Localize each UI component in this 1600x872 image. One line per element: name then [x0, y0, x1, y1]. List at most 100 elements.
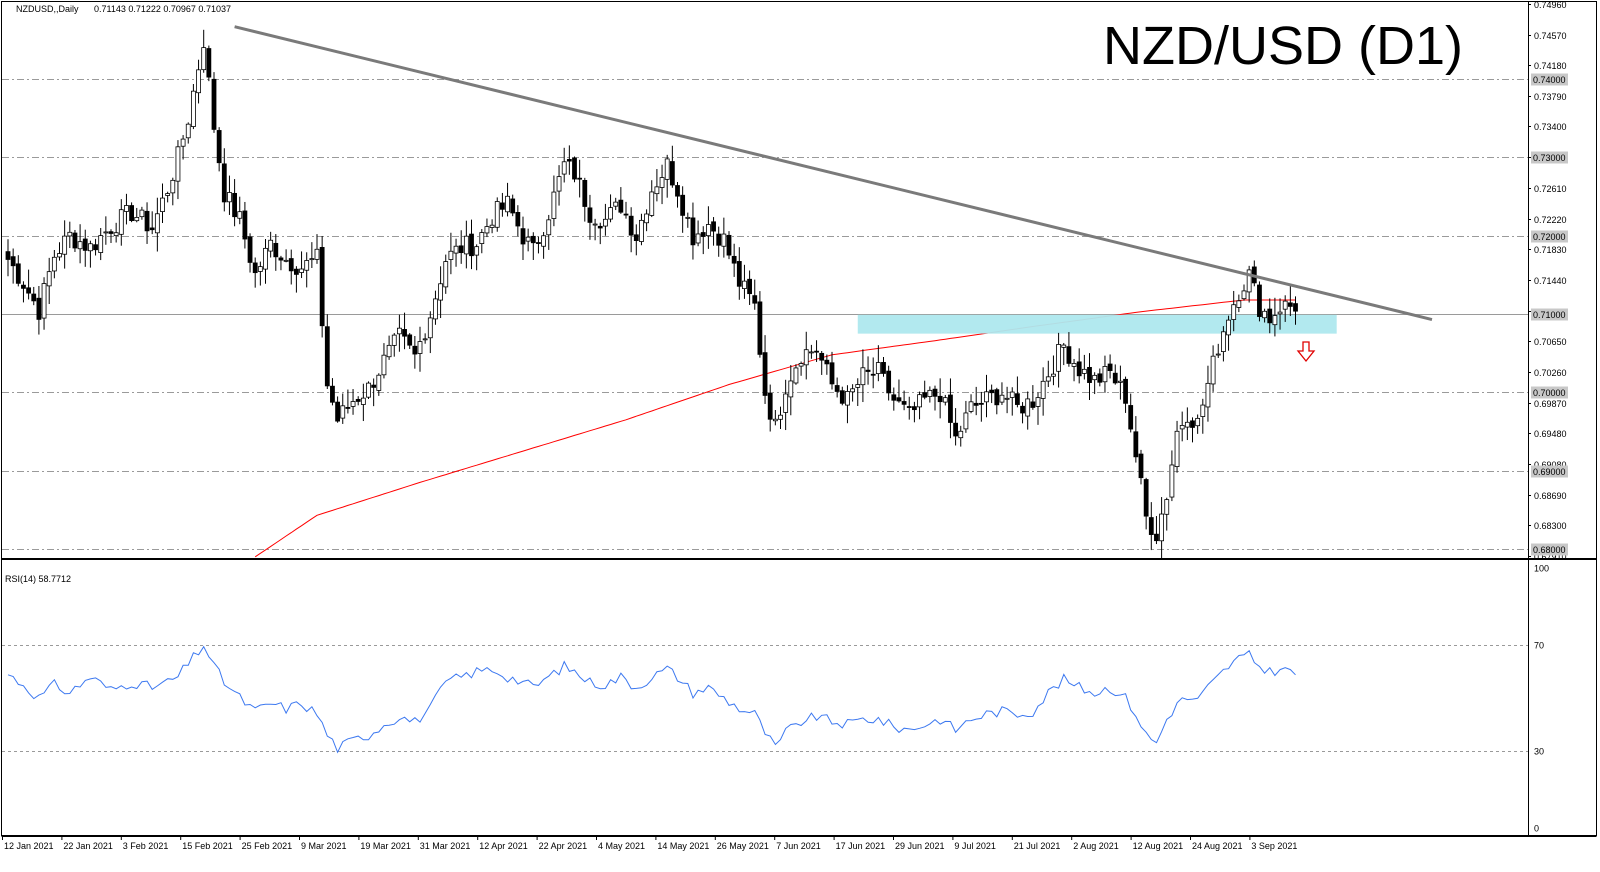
candle-body — [613, 201, 619, 207]
level-label: 0.69000 — [1533, 467, 1566, 477]
candle-body — [1040, 380, 1046, 399]
candle-body — [1025, 398, 1031, 417]
candle-body — [196, 69, 201, 94]
time-tick-label: 9 Jul 2021 — [954, 841, 996, 851]
trendline — [234, 25, 1433, 321]
candle-body — [324, 326, 330, 387]
candle-body — [1107, 363, 1113, 372]
candle-body — [1267, 308, 1273, 324]
candle-body — [603, 218, 608, 227]
candle-body — [345, 407, 351, 409]
candle-body — [906, 406, 912, 408]
rsi-axis: 100 70 30 0 — [1534, 564, 1549, 834]
candle-body — [984, 391, 989, 403]
candle-body — [623, 213, 629, 216]
candle-body — [314, 248, 320, 260]
candle-body — [731, 255, 737, 264]
candle-body — [829, 362, 835, 385]
time-tick-label: 17 Jun 2021 — [836, 841, 886, 851]
candle-body — [1159, 513, 1164, 542]
candle-body — [499, 202, 505, 210]
candle-body — [814, 350, 819, 353]
candle-body — [494, 201, 500, 228]
candle-body — [252, 262, 258, 274]
price-tick-label: 0.72220 — [1534, 215, 1567, 225]
candle-body — [1143, 479, 1149, 517]
candle-body — [896, 397, 902, 402]
candle-body — [706, 224, 711, 237]
time-tick-label: 7 Jun 2021 — [776, 841, 821, 851]
candle-body — [443, 261, 449, 288]
candle-body — [850, 388, 855, 393]
candle-body — [711, 221, 716, 232]
candle-body — [299, 268, 304, 273]
candle-body — [62, 235, 68, 255]
candle-body — [958, 430, 964, 439]
candle-body — [1246, 269, 1252, 293]
rsi-path — [7, 645, 1296, 754]
candle-body — [721, 233, 727, 247]
candle-body — [767, 393, 773, 420]
chart-title: NZD/USD (D1) — [1103, 16, 1463, 76]
candle-body — [1030, 401, 1036, 408]
time-tick-label: 19 Mar 2021 — [360, 841, 411, 851]
candle-body — [1293, 303, 1298, 312]
candle-body — [1102, 366, 1108, 383]
candle-body — [546, 219, 552, 236]
candle-body — [458, 245, 464, 254]
candle-body — [453, 245, 459, 254]
time-tick-label: 15 Feb 2021 — [182, 841, 233, 851]
level-label: 0.70000 — [1533, 388, 1566, 398]
candle-body — [227, 192, 232, 203]
candle-body — [103, 231, 109, 234]
candle-body — [1133, 431, 1139, 458]
candle-body — [190, 90, 196, 127]
candle-body — [1231, 304, 1237, 320]
candle-body — [185, 123, 191, 139]
time-tick-label: 25 Feb 2021 — [242, 841, 293, 851]
time-tick-label: 12 Aug 2021 — [1133, 841, 1184, 851]
candle-body — [505, 195, 510, 213]
rsi-line — [7, 645, 1296, 754]
rsi-label: RSI(14) 58.7712 — [5, 574, 71, 584]
level-label-bg — [1531, 151, 1568, 164]
candle-body — [474, 246, 480, 256]
candle-body — [1195, 417, 1201, 427]
arrow-path — [1296, 341, 1316, 363]
candle-body — [1287, 302, 1293, 307]
candle-body — [942, 397, 948, 403]
candle-body — [685, 216, 691, 219]
candle-body — [989, 389, 995, 394]
candle-body — [263, 247, 268, 270]
candle-body — [1241, 290, 1247, 300]
ohlc-header: 0.71143 0.71222 0.70967 0.71037 — [94, 4, 231, 14]
candle-body — [572, 157, 577, 180]
candle-body — [639, 219, 644, 242]
candle-body — [1210, 355, 1216, 385]
candle-body — [448, 250, 454, 260]
candle-body — [530, 235, 536, 244]
candle-body — [72, 232, 78, 249]
price-tick-label: 0.68690 — [1534, 491, 1567, 501]
candle-body — [232, 192, 238, 218]
candle-body — [330, 385, 335, 403]
price-tick-label: 0.70260 — [1534, 368, 1567, 378]
candle-body — [293, 268, 299, 275]
candle-body — [978, 402, 984, 405]
candle-body — [772, 418, 778, 422]
candle-body — [1164, 499, 1170, 515]
candle-body — [57, 253, 62, 258]
candle-body — [376, 374, 382, 391]
candle-body — [587, 207, 593, 223]
candle-body — [582, 180, 588, 207]
candle-body — [1118, 380, 1123, 383]
candle-body — [726, 234, 732, 256]
price-tick-label: 0.69870 — [1534, 399, 1567, 409]
candle-body — [113, 232, 119, 237]
candle-body — [556, 176, 562, 192]
candle-body — [793, 367, 799, 384]
candle-body — [736, 261, 742, 287]
candle-body — [1236, 300, 1242, 308]
time-tick-label: 14 May 2021 — [657, 841, 709, 851]
